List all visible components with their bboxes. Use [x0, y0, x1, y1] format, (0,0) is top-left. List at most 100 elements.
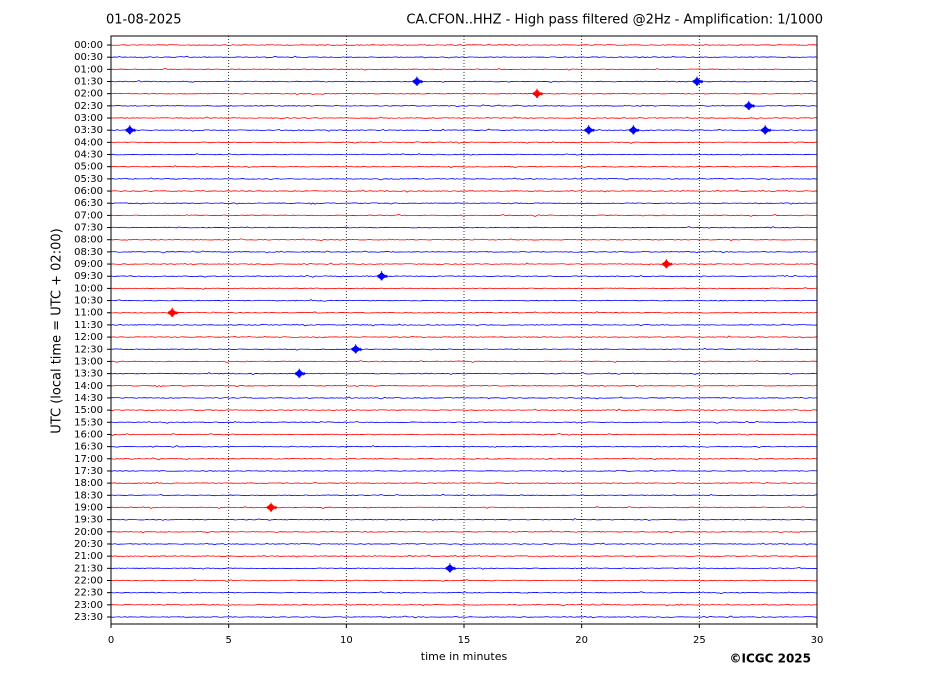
- trace: [110, 445, 818, 448]
- y-tick-label: 18:00: [74, 478, 103, 489]
- trace: [110, 177, 818, 181]
- y-tick-label: 23:00: [74, 600, 103, 611]
- seismic-event: [294, 368, 306, 378]
- seismic-event: [445, 563, 457, 573]
- y-tick-label: 14:00: [74, 381, 103, 392]
- y-tick-label: 02:00: [74, 89, 103, 100]
- y-tick-label: 04:30: [74, 150, 103, 161]
- seismic-event: [377, 271, 389, 281]
- trace: [110, 506, 818, 509]
- trace: [110, 481, 818, 485]
- y-tick-label: 10:00: [74, 283, 103, 294]
- trace: [110, 433, 818, 436]
- trace: [110, 396, 818, 400]
- seismic-event: [760, 125, 772, 135]
- y-tick-label: 21:30: [74, 563, 103, 574]
- trace: [110, 128, 818, 132]
- y-tick-label: 16:30: [74, 442, 103, 453]
- trace: [110, 530, 818, 534]
- y-tick-label: 12:30: [74, 344, 103, 355]
- trace: [110, 323, 818, 327]
- y-tick-label: 03:30: [74, 125, 103, 136]
- y-tick-label: 17:00: [74, 454, 103, 465]
- trace: [110, 153, 818, 156]
- y-tick-label: 22:30: [74, 588, 103, 599]
- trace: [110, 579, 818, 582]
- date-title: 01-08-2025: [106, 13, 182, 28]
- seismic-event: [628, 125, 640, 135]
- x-tick-label: 15: [458, 635, 471, 646]
- y-tick-label: 19:00: [74, 502, 103, 513]
- y-tick-label: 18:30: [74, 490, 103, 501]
- y-tick-label: 01:00: [74, 64, 103, 75]
- y-tick-label: 05:30: [74, 174, 103, 185]
- x-axis-label: time in minutes: [421, 650, 508, 663]
- trace: [110, 335, 818, 339]
- y-tick-label: 22:00: [74, 575, 103, 586]
- y-tick-label: 16:00: [74, 429, 103, 440]
- y-tick-label: 13:00: [74, 356, 103, 367]
- trace: [110, 408, 818, 412]
- y-tick-label: 05:00: [74, 162, 103, 173]
- trace: [110, 250, 818, 254]
- y-tick-label: 20:00: [74, 527, 103, 538]
- trace: [110, 67, 818, 71]
- y-tick-label: 15:30: [74, 417, 103, 428]
- y-tick-label: 21:00: [74, 551, 103, 562]
- y-tick-label: 04:00: [74, 137, 103, 148]
- seismic-event: [351, 344, 363, 354]
- y-tick-label: 07:30: [74, 223, 103, 234]
- y-tick-label: 19:30: [74, 515, 103, 526]
- seismic-event: [744, 100, 756, 110]
- trace: [110, 615, 818, 619]
- seismic-event: [661, 259, 673, 269]
- trace: [110, 43, 818, 47]
- y-tick-label: 15:00: [74, 405, 103, 416]
- y-tick-label: 10:30: [74, 296, 103, 307]
- y-tick-label: 11:00: [74, 308, 103, 319]
- trace: [110, 226, 818, 229]
- y-tick-label: 01:30: [74, 77, 103, 88]
- trace: [110, 262, 818, 266]
- trace: [110, 92, 817, 96]
- trace: [110, 347, 818, 351]
- trace: [110, 384, 818, 388]
- seismic-event: [532, 88, 544, 98]
- y-tick-label: 06:00: [74, 186, 103, 197]
- y-tick-label: 08:30: [74, 247, 103, 258]
- trace: [110, 299, 818, 302]
- trace: [110, 518, 818, 521]
- x-tick-label: 20: [575, 635, 588, 646]
- trace: [110, 55, 818, 59]
- x-tick-label: 25: [693, 635, 706, 646]
- y-tick-label: 06:30: [74, 198, 103, 209]
- x-tick-label: 0: [108, 635, 114, 646]
- trace: [110, 457, 818, 461]
- y-tick-label: 17:30: [74, 466, 103, 477]
- trace: [110, 591, 818, 595]
- trace: [110, 238, 818, 242]
- y-tick-label: 20:30: [74, 539, 103, 550]
- y-tick-label: 23:30: [74, 612, 103, 623]
- trace: [110, 213, 818, 217]
- trace: [110, 104, 818, 108]
- seismic-event: [584, 125, 596, 135]
- x-tick-label: 10: [340, 635, 353, 646]
- seismic-event: [125, 125, 137, 135]
- y-axis-label: UTC (local time = UTC + 02:00): [50, 228, 65, 433]
- y-tick-label: 08:00: [74, 235, 103, 246]
- seismic-event: [167, 307, 179, 317]
- trace: [110, 287, 818, 290]
- trace: [110, 311, 818, 314]
- x-tick-label: 5: [225, 635, 231, 646]
- trace: [110, 189, 818, 193]
- trace: [110, 469, 818, 473]
- trace: [110, 566, 818, 570]
- y-tick-label: 00:00: [74, 40, 103, 51]
- trace: [110, 141, 818, 144]
- y-tick-label: 09:30: [74, 271, 103, 282]
- y-tick-label: 00:30: [74, 52, 103, 63]
- y-tick-label: 03:00: [74, 113, 103, 124]
